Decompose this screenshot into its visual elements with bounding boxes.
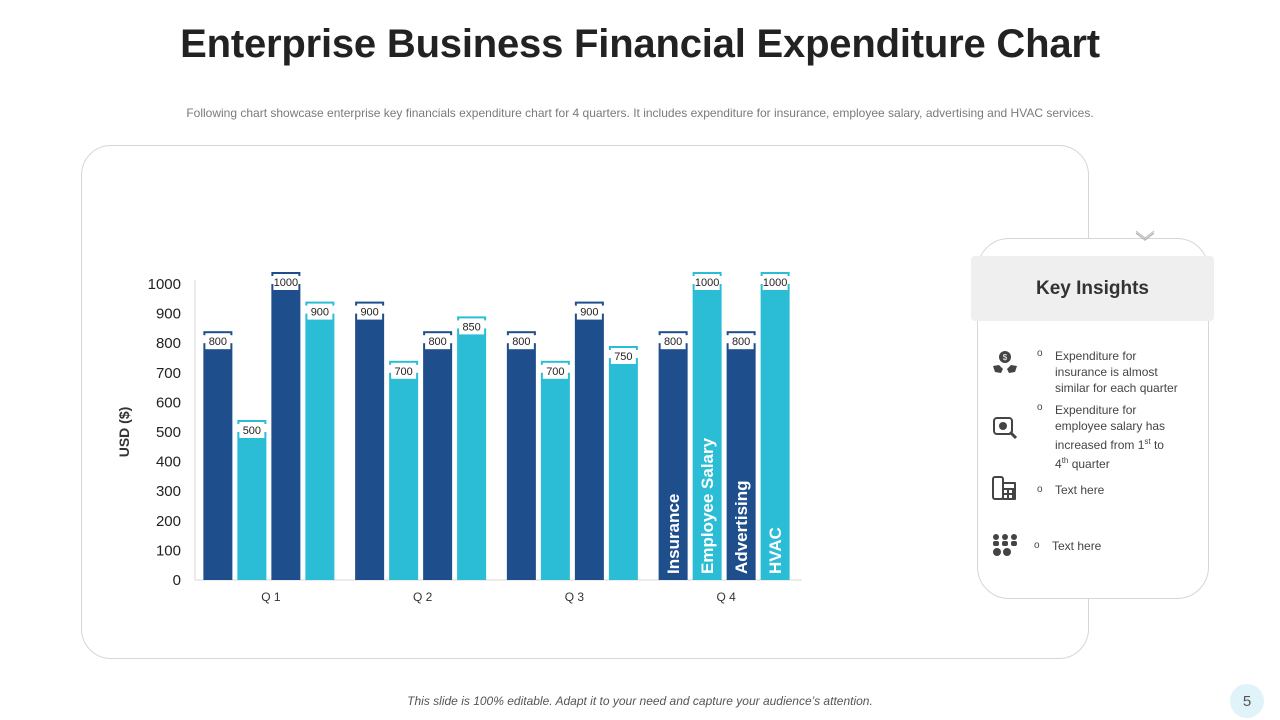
data-label-box bbox=[205, 333, 231, 350]
data-label: 900 bbox=[360, 307, 378, 319]
data-label: 700 bbox=[546, 366, 564, 378]
x-tick-label: Q 4 bbox=[716, 590, 736, 604]
data-label: 700 bbox=[394, 366, 412, 378]
x-tick-label: Q 2 bbox=[413, 590, 433, 604]
insight-item: o Text here bbox=[990, 474, 1200, 508]
team-money-icon bbox=[993, 534, 1017, 556]
data-label: 1000 bbox=[695, 277, 719, 289]
data-label: 1000 bbox=[763, 277, 787, 289]
data-label-box bbox=[728, 333, 754, 350]
insight-item: o Text here bbox=[990, 530, 1200, 564]
bar bbox=[203, 343, 233, 580]
bullet: o bbox=[1034, 540, 1040, 551]
page-title: Enterprise Business Financial Expenditur… bbox=[180, 22, 1100, 66]
y-tick-label: 100 bbox=[156, 542, 181, 559]
data-label: 500 bbox=[243, 425, 261, 437]
data-label: 800 bbox=[732, 336, 750, 348]
bar bbox=[237, 432, 267, 580]
insight-text: Text here bbox=[1055, 483, 1105, 497]
data-label-box bbox=[239, 422, 265, 438]
legend-series-label: Insurance bbox=[664, 494, 683, 574]
y-tick-label: 200 bbox=[156, 513, 181, 530]
page-number: 5 bbox=[1230, 684, 1264, 718]
chevron-down-icon bbox=[1135, 230, 1155, 241]
y-tick-label: 400 bbox=[156, 454, 181, 471]
bar-cap bbox=[389, 360, 419, 365]
y-tick-label: 500 bbox=[156, 424, 181, 441]
bar bbox=[608, 358, 638, 580]
bar bbox=[506, 343, 536, 580]
bar bbox=[692, 284, 722, 580]
chart-card: USD ($) 0 100 200 300 400 500 600 700 800 900 1000 Q… bbox=[81, 145, 1089, 659]
bullet: o bbox=[1037, 348, 1043, 359]
bar bbox=[355, 313, 385, 580]
bar bbox=[760, 284, 790, 580]
data-label: 800 bbox=[512, 336, 530, 348]
bar bbox=[389, 372, 419, 580]
y-tick-label: 800 bbox=[156, 335, 181, 352]
data-label: 800 bbox=[209, 336, 227, 348]
x-tick-label: Q 1 bbox=[261, 590, 281, 604]
data-label-box bbox=[694, 274, 720, 290]
bullet: o bbox=[1037, 484, 1043, 495]
insight-text: Expenditure for insurance is almost simi… bbox=[1055, 349, 1178, 395]
bar bbox=[305, 313, 335, 580]
data-label: 850 bbox=[462, 321, 480, 333]
bar bbox=[540, 372, 570, 580]
data-label-box bbox=[425, 333, 451, 350]
svg-text:$: $ bbox=[1003, 353, 1008, 362]
y-tick-label: 300 bbox=[156, 483, 181, 500]
data-label-box bbox=[307, 303, 333, 320]
bar bbox=[574, 313, 604, 580]
x-tick-label: Q 3 bbox=[565, 590, 585, 604]
bar-cap bbox=[540, 360, 570, 365]
y-tick-label: 600 bbox=[156, 394, 181, 411]
data-label: 900 bbox=[311, 307, 329, 319]
data-label: 900 bbox=[580, 307, 598, 319]
y-tick-label: 0 bbox=[173, 572, 181, 589]
y-tick-label: 1000 bbox=[148, 276, 181, 293]
data-label: 1000 bbox=[274, 277, 298, 289]
data-label-box bbox=[660, 333, 686, 350]
insights-title: Key Insights bbox=[971, 256, 1214, 321]
bar bbox=[658, 343, 688, 580]
legend-series-label: Advertising bbox=[732, 480, 751, 574]
footer-note: This slide is 100% editable. Adapt it to… bbox=[407, 694, 873, 708]
data-label-box bbox=[508, 333, 534, 350]
bullet: o bbox=[1037, 402, 1043, 413]
y-tick-label: 900 bbox=[156, 306, 181, 323]
bar bbox=[726, 343, 756, 580]
y-axis-label: USD ($) bbox=[116, 407, 132, 458]
bar bbox=[457, 328, 487, 580]
insight-text: Expenditure for employee salary has incr… bbox=[1055, 403, 1166, 471]
salary-search-icon bbox=[993, 417, 1018, 440]
data-label-box bbox=[762, 274, 788, 290]
money-hands-icon: $ bbox=[993, 351, 1017, 373]
bar-chart: USD ($) 0 100 200 300 400 500 600 700 800 900 1000 Q… bbox=[116, 272, 802, 604]
data-label-box bbox=[357, 303, 383, 320]
data-label: 750 bbox=[614, 351, 632, 363]
insight-text: Text here bbox=[1052, 539, 1102, 553]
data-label: 800 bbox=[664, 336, 682, 348]
page-subtitle: Following chart showcase enterprise key … bbox=[186, 106, 1094, 120]
data-label: 800 bbox=[428, 336, 446, 348]
data-label-box bbox=[576, 303, 602, 320]
bar bbox=[423, 343, 453, 580]
data-label-box bbox=[391, 362, 417, 379]
y-tick-label: 700 bbox=[156, 365, 181, 382]
data-label-box bbox=[610, 348, 636, 364]
data-label-box bbox=[459, 318, 485, 335]
data-label-box bbox=[273, 274, 299, 290]
legend-series-label: HVAC bbox=[766, 527, 785, 574]
data-label-box bbox=[542, 362, 568, 379]
insight-item: o Expenditure for employee salary has in… bbox=[990, 402, 1200, 471]
insight-item: $ o Expenditure for insurance is almost … bbox=[990, 348, 1200, 398]
bar bbox=[271, 284, 301, 580]
legend-series-label: Employee Salary bbox=[698, 437, 717, 574]
calculator-phone-icon bbox=[992, 476, 1016, 500]
